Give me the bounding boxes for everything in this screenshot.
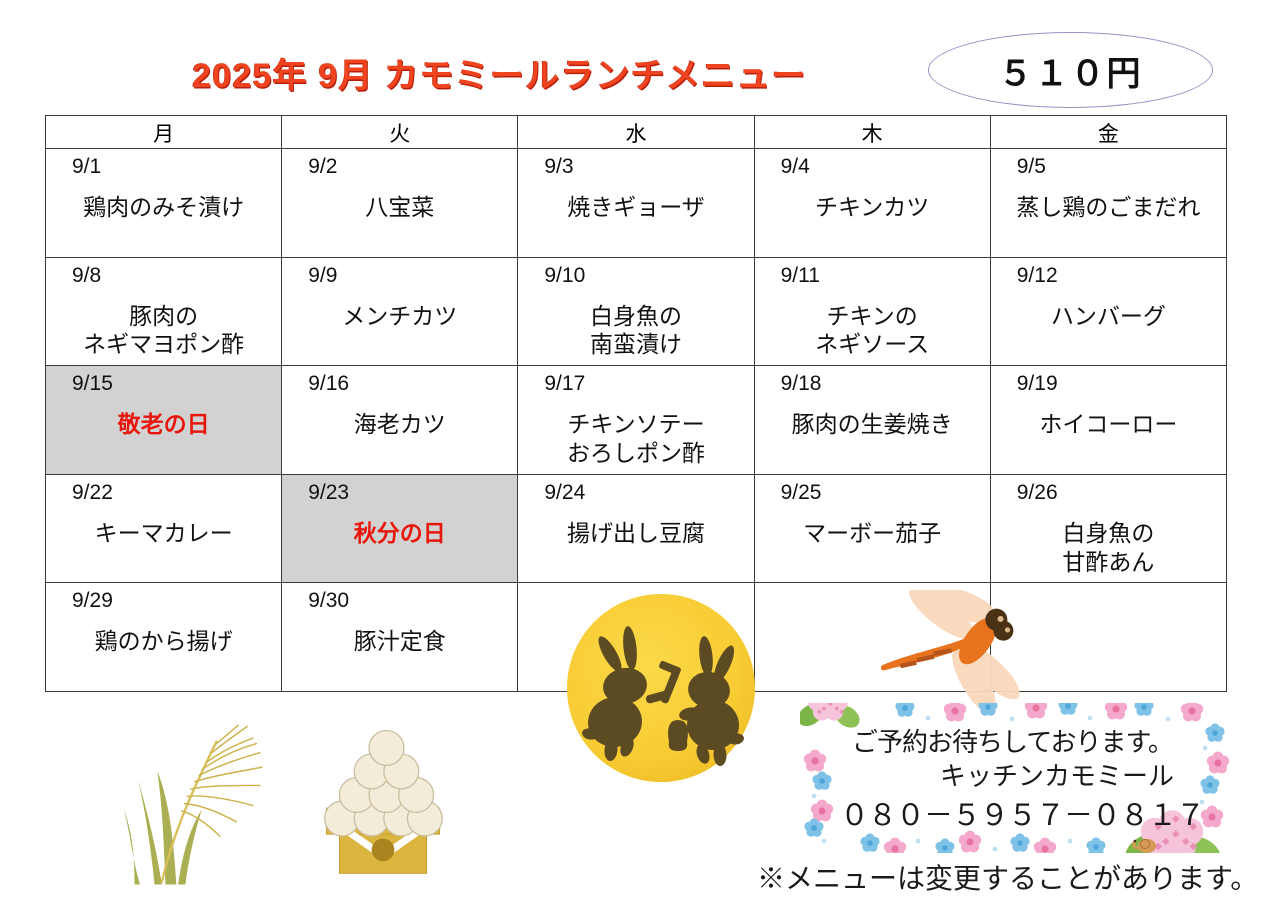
svg-text:ご予約お待ちしております。: ご予約お待ちしております。 — [852, 727, 1173, 757]
svg-text:キッチンカモミール: キッチンカモミール — [940, 761, 1174, 791]
svg-text:０８０－５９５７－０８１７: ０８０－５９５７－０８１７ — [840, 800, 1204, 832]
